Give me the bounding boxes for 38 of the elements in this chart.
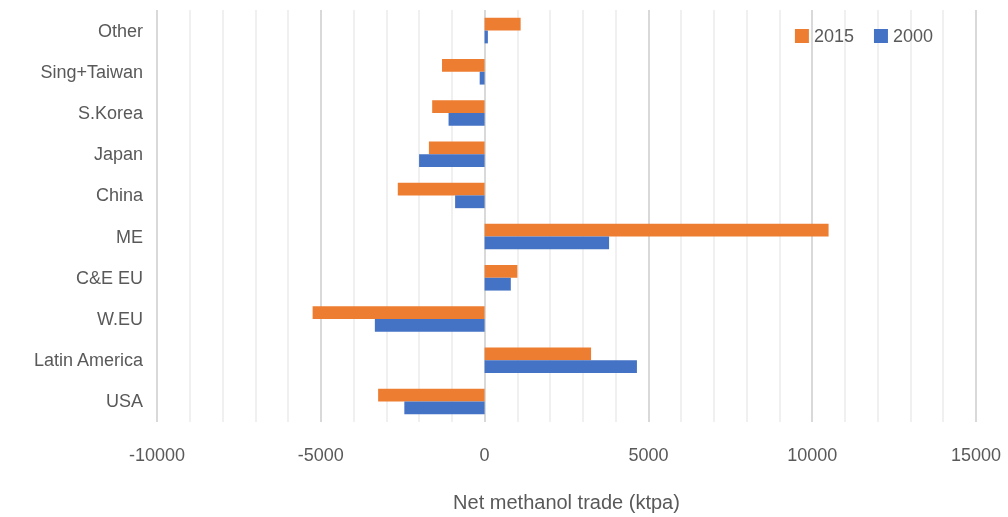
bar	[479, 71, 485, 85]
bar	[404, 401, 485, 415]
bar	[484, 360, 637, 373]
bar	[432, 100, 485, 113]
bar	[484, 277, 511, 291]
legend-label: 2015	[813, 26, 854, 46]
y-tick-label: C&E EU	[75, 267, 143, 288]
bar	[419, 154, 485, 167]
bar	[428, 141, 485, 155]
bar	[378, 388, 485, 402]
x-tick-label: 10000	[787, 445, 838, 465]
x-tick-label: -10000	[128, 445, 186, 465]
x-axis-title: Net methanol trade (ktpa)	[453, 491, 680, 513]
bar	[484, 265, 518, 278]
bar	[397, 182, 485, 196]
bar	[374, 319, 485, 332]
x-tick-label: 15000	[950, 445, 1002, 465]
bar	[455, 195, 485, 209]
bar	[484, 347, 592, 361]
y-tick-label: ME	[116, 226, 143, 247]
x-tick-label: 5000	[628, 445, 669, 465]
y-tick-label: China	[95, 185, 144, 206]
bar	[448, 113, 485, 126]
bar	[442, 59, 485, 72]
y-tick-label: USA	[105, 391, 143, 412]
y-tick-label: Latin America	[33, 350, 144, 371]
bar	[484, 223, 829, 237]
bar	[484, 17, 521, 31]
y-tick-label: Japan	[93, 144, 143, 165]
bar	[484, 236, 610, 250]
bar	[312, 306, 485, 319]
y-tick-label: Other	[97, 20, 143, 41]
x-tick-label: 0	[479, 445, 490, 465]
y-tick-label: S.Korea	[77, 103, 144, 123]
y-tick-label: W.EU	[96, 309, 143, 329]
legend-label: 2000	[892, 26, 933, 46]
y-tick-label: Sing+Taiwan	[40, 61, 143, 82]
x-tick-label: -5000	[297, 445, 344, 465]
